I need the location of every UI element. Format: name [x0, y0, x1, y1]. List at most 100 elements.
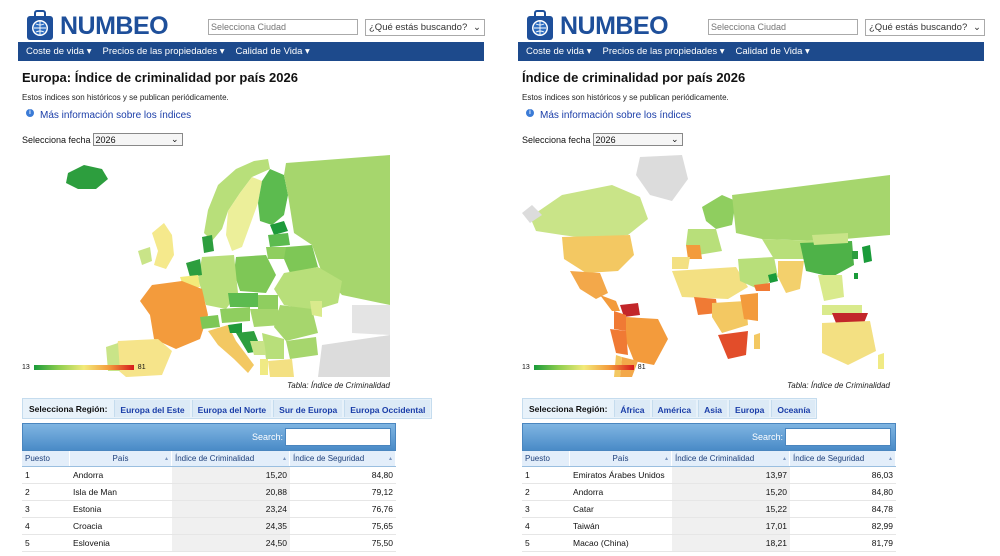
city-search-input[interactable]: [708, 19, 858, 35]
brand-name: NUMBEO: [560, 11, 669, 40]
column-country[interactable]: País ▴: [70, 451, 172, 466]
map-southeast-asia: [818, 275, 844, 301]
nav-property-prices[interactable]: Precios de las propiedades ▾: [102, 46, 225, 57]
table-row[interactable]: 4 Taiwán 17,01 82,99: [522, 518, 896, 535]
table-toolbar: Search:: [522, 423, 896, 451]
search-type-value: ¿Qué estás buscando?: [869, 22, 968, 33]
map-greece: [268, 359, 294, 377]
chevron-down-icon: ⌄: [473, 22, 481, 33]
date-select[interactable]: 2026 ⌄: [92, 133, 183, 146]
map-albania: [260, 359, 268, 375]
table-row[interactable]: 3 Estonia 23,24 76,76: [22, 501, 396, 518]
map-papua: [832, 313, 868, 323]
date-select[interactable]: 2026 ⌄: [592, 133, 683, 146]
nav-quality-of-life[interactable]: Calidad de Vida ▾: [735, 46, 810, 57]
search-type-select[interactable]: ¿Qué estás buscando? ⌄: [365, 19, 485, 36]
table-row[interactable]: 4 Croacia 24,35 75,65: [22, 518, 396, 535]
crime-index-cell: 23,24: [172, 501, 290, 517]
europe-crime-map[interactable]: [22, 155, 390, 377]
region-button-america[interactable]: América: [651, 400, 697, 417]
ranking-table: Search: Puesto País ▴ Índice de Criminali…: [522, 423, 896, 552]
country-cell: Macao (China): [573, 538, 629, 548]
map-taiwan: [854, 273, 858, 279]
info-row: i Más información sobre los índices: [526, 109, 692, 121]
rank-cell: 2: [525, 487, 530, 497]
country-cell: Andorra: [573, 487, 604, 497]
sort-icon: ▴: [888, 456, 892, 462]
world-pane: NUMBEO ¿Qué estás buscando? ⌄ Coste de v…: [518, 0, 988, 556]
column-rank[interactable]: Puesto: [522, 451, 570, 466]
region-button-europe[interactable]: Europa: [729, 400, 770, 417]
column-country[interactable]: País ▴: [570, 451, 672, 466]
crime-index-cell: 24,50: [172, 535, 290, 551]
legend-min: 13: [522, 364, 530, 371]
crime-index-cell: 15,20: [672, 484, 790, 500]
table-row[interactable]: 2 Isla de Man 20,88 79,12: [22, 484, 396, 501]
safety-index-cell: 75,50: [371, 538, 393, 548]
info-icon: i: [26, 109, 34, 117]
date-label: Selecciona fecha: [522, 134, 591, 145]
main-nav: Coste de vida ▾ Precios de las propiedad…: [518, 42, 984, 61]
nav-cost-of-living[interactable]: Coste de vida ▾: [526, 46, 592, 57]
crime-index-cell: 15,22: [672, 501, 790, 517]
search-type-select[interactable]: ¿Qué estás buscando? ⌄: [865, 19, 985, 36]
column-rank[interactable]: Puesto: [22, 451, 70, 466]
nav-quality-of-life[interactable]: Calidad de Vida ▾: [235, 46, 310, 57]
column-safety-index[interactable]: Índice de Seguridad ▴: [790, 451, 896, 466]
table-row[interactable]: 5 Eslovenia 24,50 75,50: [22, 535, 396, 552]
table-row[interactable]: 5 Macao (China) 18,21 81,79: [522, 535, 896, 552]
table-search-input[interactable]: [285, 428, 391, 446]
map-japan: [862, 245, 872, 263]
map-switzerland: [200, 315, 220, 329]
map-mongolia: [812, 233, 848, 245]
column-crime-index[interactable]: Índice de Criminalidad ▴: [172, 451, 290, 466]
page-title: Europa: Índice de criminalidad por país …: [22, 70, 298, 85]
crime-index-cell: 15,20: [172, 467, 290, 483]
map-europe-north: [702, 195, 736, 229]
map-lithuania: [266, 247, 288, 259]
region-button-western-europe[interactable]: Europa Occidental: [344, 400, 431, 417]
column-safety-index[interactable]: Índice de Seguridad ▴: [290, 451, 396, 466]
region-button-eastern-europe[interactable]: Europa del Este: [114, 400, 190, 417]
safety-index-cell: 81,79: [871, 538, 893, 548]
map-china: [800, 241, 854, 277]
safety-index-cell: 86,03: [871, 470, 893, 480]
search-type-value: ¿Qué estás buscando?: [369, 22, 468, 33]
table-header-row: Puesto País ▴ Índice de Criminalidad ▴ Índ…: [522, 451, 896, 467]
safety-index-cell: 76,76: [371, 504, 393, 514]
table-row[interactable]: 2 Andorra 15,20 84,80: [522, 484, 896, 501]
nav-property-prices[interactable]: Precios de las propiedades ▾: [602, 46, 725, 57]
chevron-down-icon: ⌄: [171, 134, 179, 144]
numbeo-logo[interactable]: NUMBEO: [524, 9, 669, 43]
map-central-africa: [712, 301, 748, 333]
region-button-africa[interactable]: África: [614, 400, 650, 417]
world-crime-map[interactable]: [522, 155, 890, 377]
city-search-input[interactable]: [208, 19, 358, 35]
map-ukraine: [274, 267, 342, 311]
table-row[interactable]: 3 Catar 15,22 84,78: [522, 501, 896, 518]
map-iberia: [672, 257, 690, 269]
nav-cost-of-living[interactable]: Coste de vida ▾: [26, 46, 92, 57]
more-info-link[interactable]: Más información sobre los índices: [40, 110, 192, 121]
region-button-southern-europe[interactable]: Sur de Europa: [273, 400, 343, 417]
info-icon: i: [526, 109, 534, 117]
table-search-input[interactable]: [785, 428, 891, 446]
rank-cell: 3: [25, 504, 30, 514]
column-crime-index[interactable]: Índice de Criminalidad ▴: [672, 451, 790, 466]
country-cell: Isla de Man: [73, 487, 117, 497]
map-colombia: [614, 311, 626, 331]
more-info-link[interactable]: Más información sobre los índices: [540, 110, 692, 121]
numbeo-logo[interactable]: NUMBEO: [24, 9, 169, 43]
map-russia: [732, 175, 890, 241]
region-button-oceania[interactable]: Oceanía: [771, 400, 816, 417]
region-button-northern-europe[interactable]: Europa del Norte: [191, 400, 272, 417]
page-subtitle: Estos índices son históricos y se public…: [522, 93, 729, 102]
page-title: Índice de criminalidad por país 2026: [522, 70, 746, 85]
map-korea: [852, 251, 858, 259]
region-title: Selecciona Región:: [29, 404, 108, 414]
table-row[interactable]: 1 Andorra 15,20 84,80: [22, 467, 396, 484]
region-button-asia[interactable]: Asia: [698, 400, 728, 417]
map-denmark: [202, 235, 214, 253]
table-row[interactable]: 1 Emiratos Árabes Unidos 13,97 86,03: [522, 467, 896, 484]
rank-cell: 1: [525, 470, 530, 480]
